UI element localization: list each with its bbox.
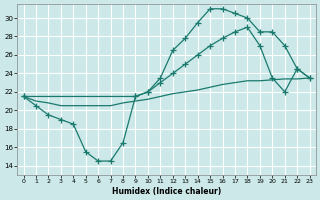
X-axis label: Humidex (Indice chaleur): Humidex (Indice chaleur): [112, 187, 221, 196]
